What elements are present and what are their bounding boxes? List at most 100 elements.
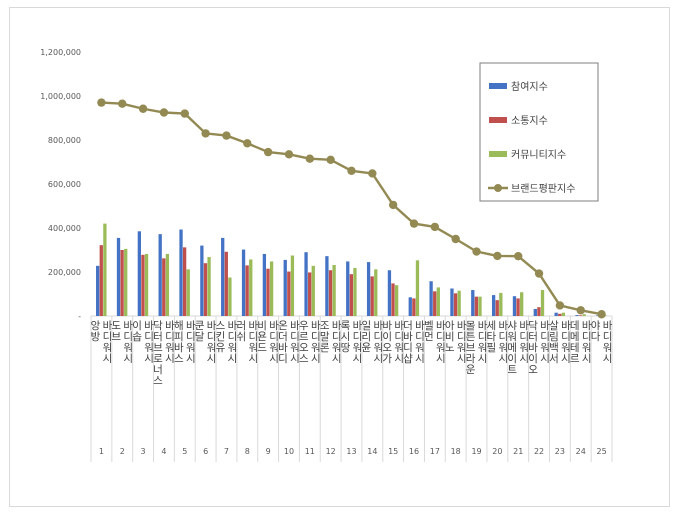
line-point xyxy=(284,150,294,159)
rank-label: 7 xyxy=(224,447,229,456)
bar xyxy=(228,277,232,316)
bar xyxy=(533,308,537,316)
rank-label: 13 xyxy=(346,447,356,456)
y-tick-label: 400,000 xyxy=(48,224,81,233)
line-point xyxy=(451,234,460,244)
line-point xyxy=(263,147,273,157)
bar xyxy=(144,253,149,316)
bar xyxy=(429,281,433,316)
rank-label: 6 xyxy=(203,447,208,456)
bar xyxy=(311,265,315,316)
bar xyxy=(124,248,128,316)
bar xyxy=(415,260,420,316)
legend-label: 커뮤니티지수 xyxy=(511,149,566,161)
legend-swatch xyxy=(489,83,507,89)
bar xyxy=(582,314,586,316)
bar xyxy=(325,256,329,316)
line-point xyxy=(326,155,335,164)
bar xyxy=(408,297,412,316)
rank-label: 15 xyxy=(388,447,398,456)
bar xyxy=(99,245,103,316)
bar xyxy=(453,293,458,316)
bar xyxy=(158,234,162,316)
bar xyxy=(512,296,517,316)
bar xyxy=(200,245,204,316)
bar xyxy=(366,262,371,316)
bar xyxy=(162,258,166,316)
bar xyxy=(474,296,479,316)
y-tick-label: 200,000 xyxy=(48,268,81,277)
rank-label: 24 xyxy=(576,447,586,456)
bar xyxy=(499,292,503,316)
rank-label: 14 xyxy=(367,447,377,456)
legend-swatch xyxy=(489,151,507,157)
rank-label: 23 xyxy=(555,447,565,456)
bar xyxy=(245,265,249,316)
line-point xyxy=(347,166,356,175)
line-point xyxy=(597,310,606,319)
bar xyxy=(491,295,496,316)
bar xyxy=(137,231,141,316)
bar xyxy=(575,315,579,316)
bar xyxy=(266,268,270,316)
bar xyxy=(457,290,461,316)
bar xyxy=(120,250,124,316)
line-point xyxy=(159,108,169,117)
bar xyxy=(241,249,246,316)
bar xyxy=(269,261,274,316)
y-tick-label: 600,000 xyxy=(48,180,81,189)
bar xyxy=(436,287,440,316)
line-point xyxy=(409,219,419,228)
bar xyxy=(450,288,454,316)
rank-label: 11 xyxy=(305,447,315,456)
bar xyxy=(249,259,253,316)
bar xyxy=(207,257,211,316)
bar xyxy=(346,261,350,316)
rank-label: 12 xyxy=(326,447,336,456)
legend-swatch-marker xyxy=(494,184,502,192)
bar xyxy=(540,290,545,316)
rank-label: 1 xyxy=(99,447,104,456)
bar xyxy=(332,264,336,316)
rank-label: 17 xyxy=(430,447,440,456)
bar xyxy=(561,312,565,316)
bar xyxy=(221,237,225,316)
bar xyxy=(471,290,475,316)
rank-label: 4 xyxy=(161,447,166,456)
line-point xyxy=(534,269,544,278)
rank-label: 3 xyxy=(141,447,146,456)
legend-label: 참여지수 xyxy=(511,81,548,93)
bar xyxy=(186,269,190,316)
line-point xyxy=(514,251,523,261)
legend-label: 소통지수 xyxy=(511,115,548,127)
bar xyxy=(141,254,145,316)
bar xyxy=(353,268,357,316)
line-point xyxy=(138,104,148,113)
line-point xyxy=(493,251,502,261)
bar xyxy=(391,283,395,316)
bar xyxy=(262,253,267,316)
bar xyxy=(304,252,308,316)
rank-label: 10 xyxy=(284,447,294,456)
